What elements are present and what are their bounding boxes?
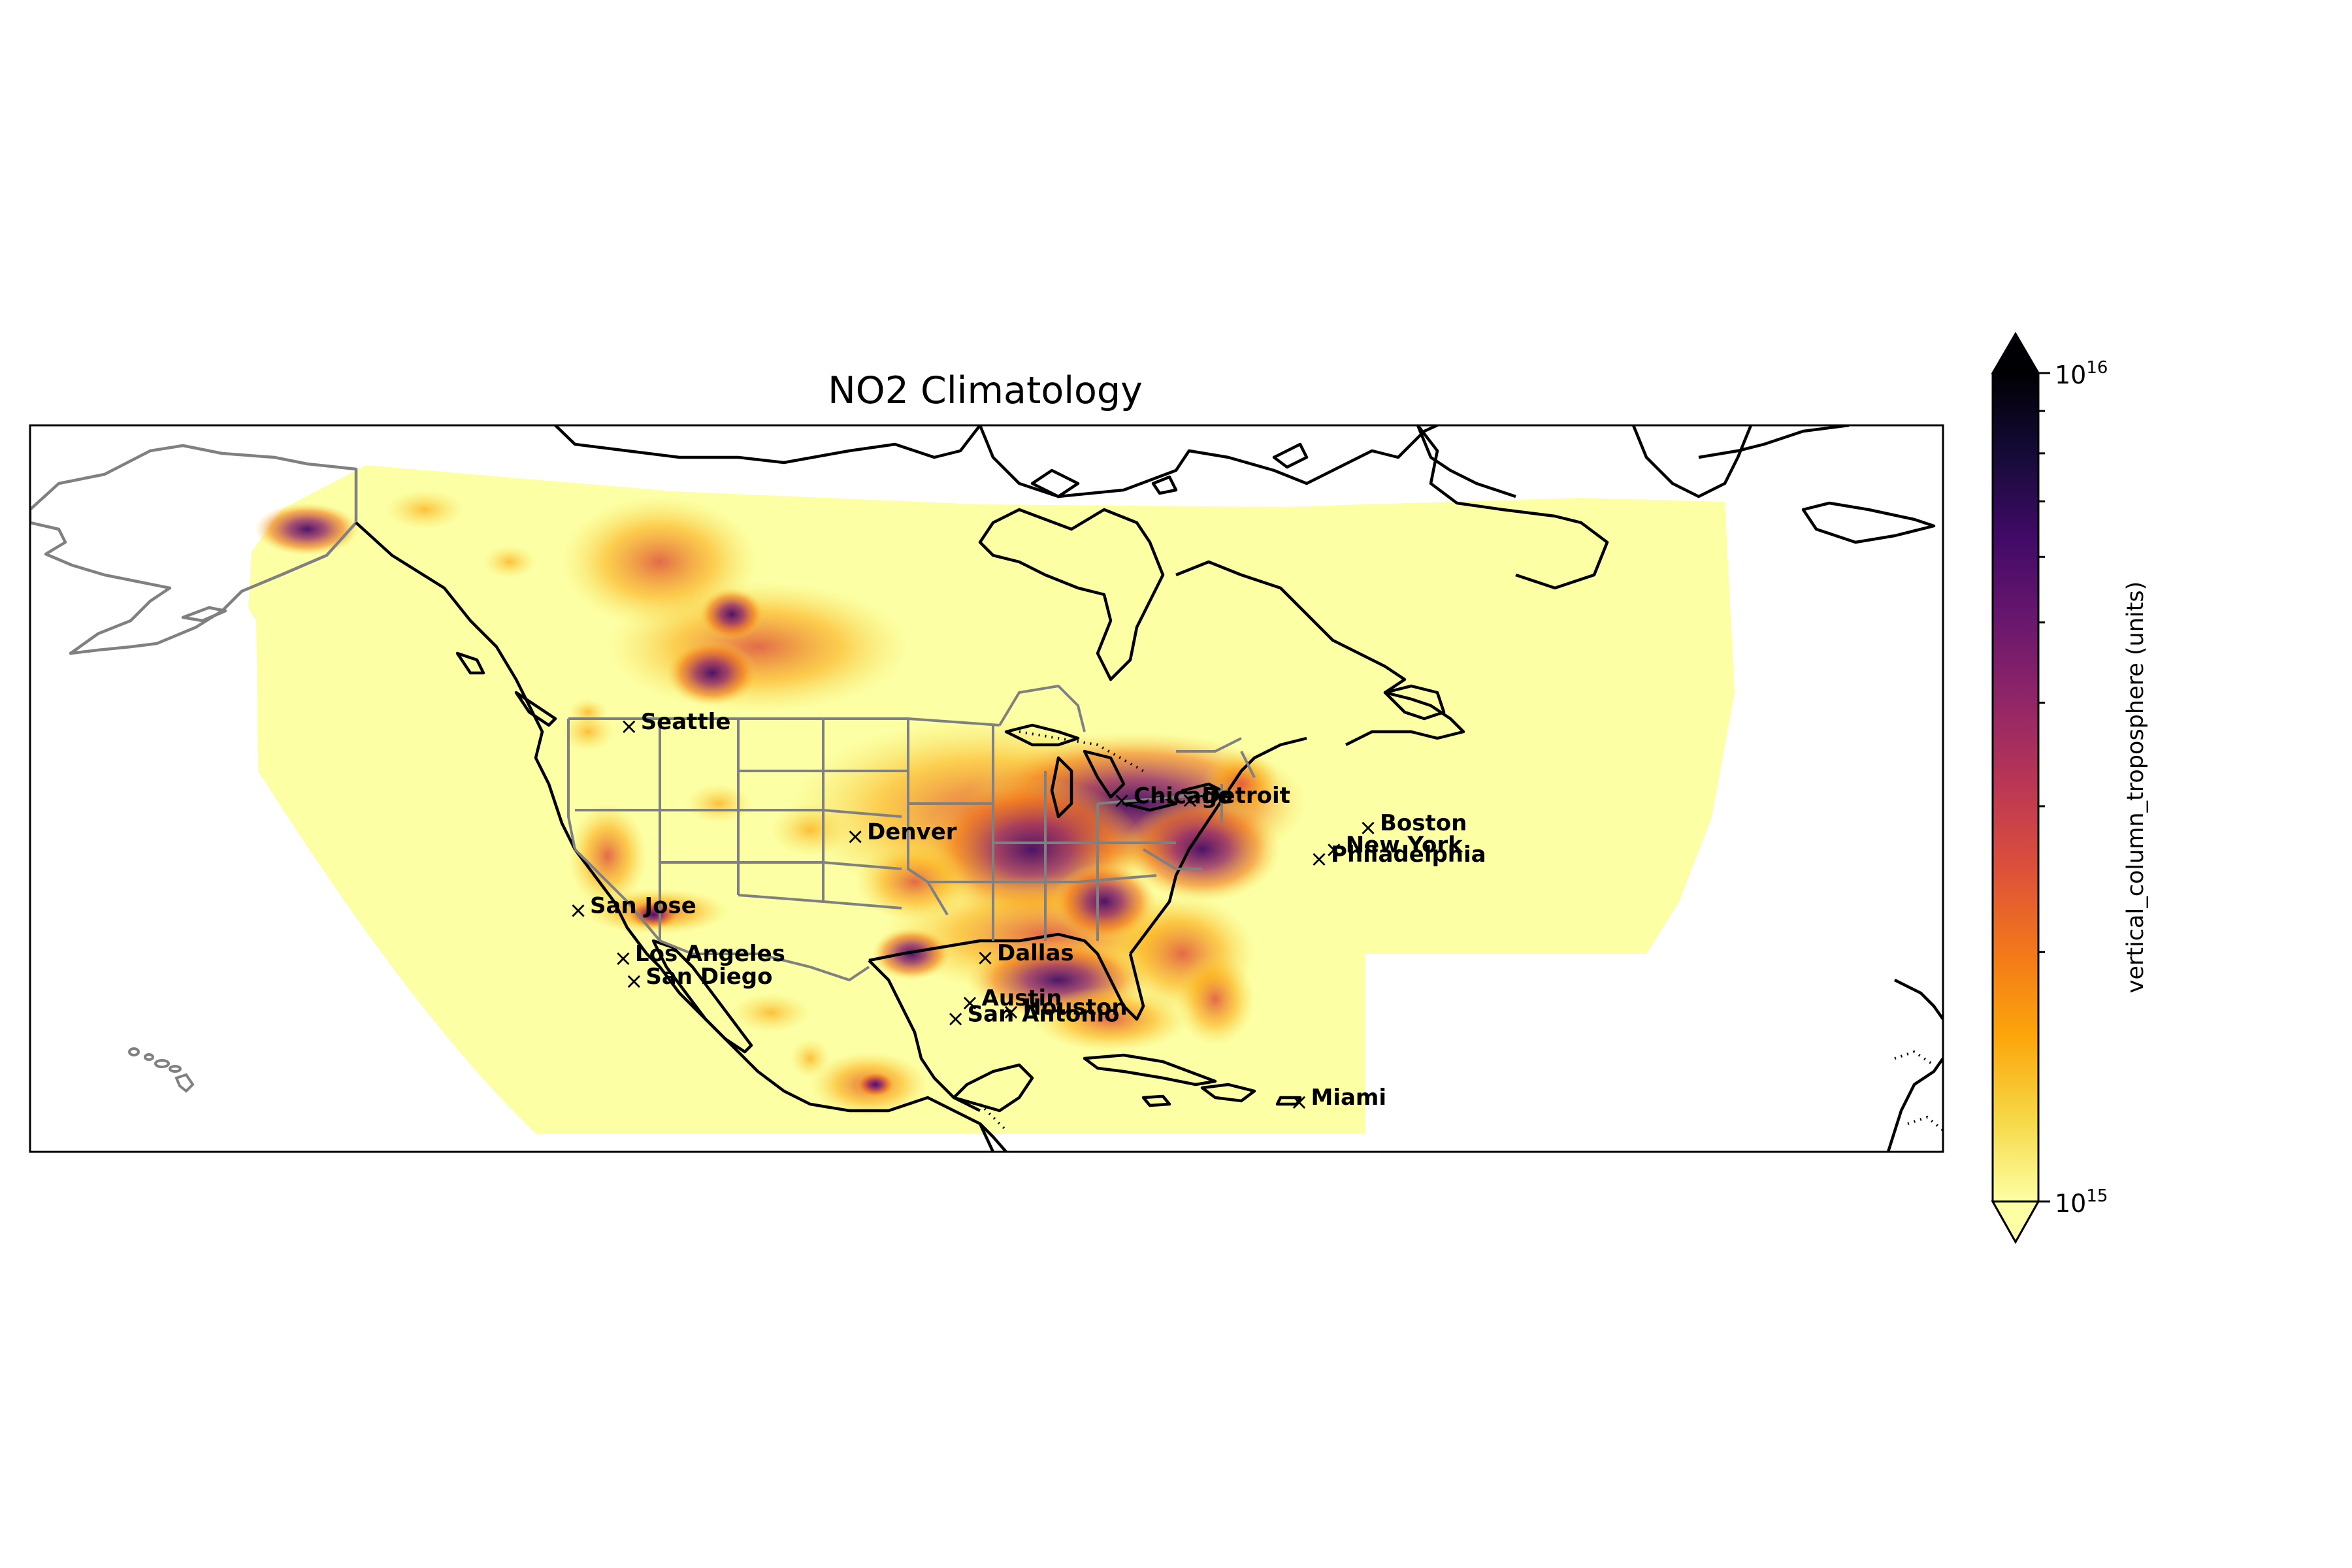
city-marker: × bbox=[1324, 837, 1343, 863]
city-label: Austin bbox=[982, 985, 1062, 1011]
colorbar-axis-label: vertical_column_troposphere (units) bbox=[2123, 581, 2149, 994]
city-label: Seattle bbox=[641, 709, 731, 735]
dotted-borders bbox=[979, 730, 1943, 1132]
city-marker: × bbox=[976, 945, 995, 971]
colorbar-max-label: 1016 bbox=[2055, 358, 2108, 389]
city-label: Boston bbox=[1380, 810, 1467, 836]
colorbar-ticks bbox=[2038, 372, 2050, 1203]
city-label: San Antonio bbox=[968, 1002, 1120, 1028]
city-marker: × bbox=[1113, 787, 1132, 813]
city-marker: × bbox=[614, 945, 633, 972]
city-label: Miami bbox=[1311, 1085, 1387, 1111]
city-label: Dallas bbox=[997, 940, 1074, 966]
city-marker: × bbox=[625, 968, 644, 994]
map-panel: × Seattle× Chicago× Detroit× Boston× Philadel… bbox=[30, 425, 1943, 1152]
no2-enhancements bbox=[255, 490, 1307, 1117]
city-marker: × bbox=[569, 898, 588, 924]
city-marker: × bbox=[1002, 999, 1021, 1025]
city-label: San Jose bbox=[590, 893, 696, 919]
city-label: Detroit bbox=[1201, 783, 1290, 809]
city-label: San Diego bbox=[645, 964, 772, 990]
hawaii bbox=[128, 1047, 195, 1093]
city-marker: × bbox=[1310, 846, 1329, 872]
colorbar-body bbox=[1993, 373, 2038, 1201]
city-label: Philadelphia bbox=[1331, 841, 1486, 868]
city-marker: × bbox=[846, 824, 865, 850]
city-marker: × bbox=[960, 990, 979, 1016]
city-label: Denver bbox=[867, 819, 957, 845]
city-marker: × bbox=[619, 713, 638, 740]
state-borders bbox=[567, 684, 1256, 982]
city-marker: × bbox=[946, 1006, 965, 1032]
colorbar-extend-bottom bbox=[1991, 1200, 2040, 1245]
map-title: NO2 Climatology bbox=[828, 369, 1143, 412]
city-marker: × bbox=[1181, 787, 1200, 813]
coastlines bbox=[30, 425, 1943, 1152]
city-label: Houston bbox=[1023, 994, 1128, 1021]
colorbar-extend-top bbox=[1991, 332, 2040, 374]
colorbar: 1016 1015 vertical_column_troposphere (u… bbox=[1991, 332, 2149, 1245]
city-label: Los Angeles bbox=[635, 941, 785, 967]
city-label: Chicago bbox=[1134, 783, 1233, 809]
map-frame bbox=[29, 424, 1944, 1153]
cities-layer: × Seattle× Chicago× Detroit× Boston× Philadel… bbox=[569, 709, 1486, 1115]
city-label: New York bbox=[1346, 832, 1463, 858]
colorbar-min-label: 1015 bbox=[2055, 1186, 2108, 1218]
city-marker: × bbox=[1290, 1089, 1309, 1115]
city-marker: × bbox=[1359, 815, 1378, 841]
